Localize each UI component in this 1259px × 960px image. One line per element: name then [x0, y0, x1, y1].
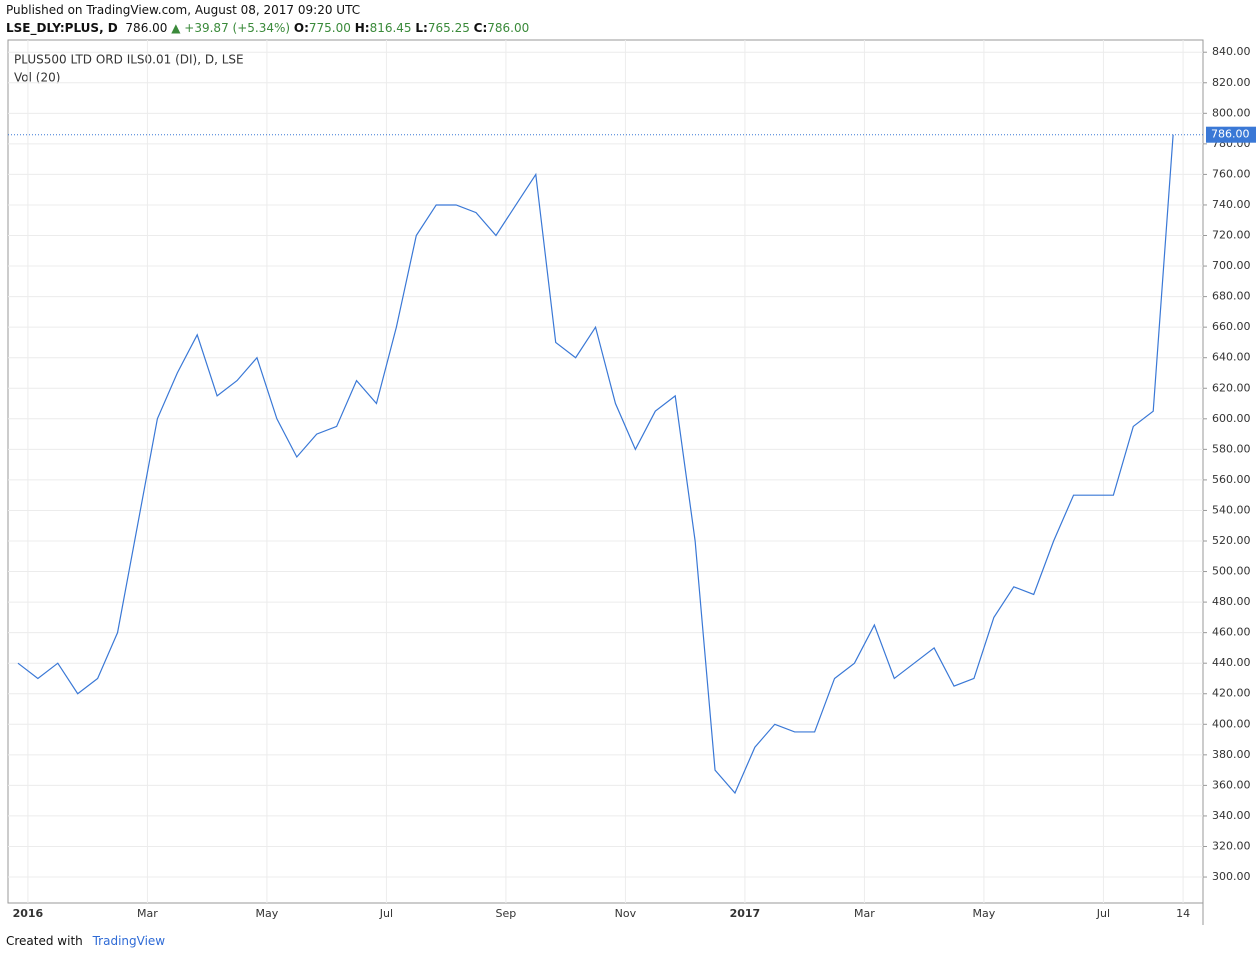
y-tick-label: 760.00	[1212, 167, 1251, 180]
y-tick-label: 800.00	[1212, 106, 1251, 119]
x-tick-label: 14	[1176, 907, 1190, 920]
x-tick-label: May	[973, 907, 996, 920]
y-tick-label: 500.00	[1212, 565, 1251, 578]
x-tick-label: Jul	[1096, 907, 1110, 920]
change: ▲ +39.87 (+5.34%)	[171, 21, 291, 35]
y-tick-label: 840.00	[1212, 45, 1251, 58]
y-tick-label: 360.00	[1212, 778, 1251, 791]
y-tick-label: 600.00	[1212, 412, 1251, 425]
y-tick-label: 560.00	[1212, 473, 1251, 486]
grid	[8, 40, 1203, 903]
y-tick-label: 680.00	[1212, 290, 1251, 303]
y-tick-label: 520.00	[1212, 534, 1251, 547]
h-label: H:	[354, 21, 370, 35]
x-tick-label: Nov	[615, 907, 637, 920]
price-line	[17, 134, 1174, 795]
y-tick-label: 740.00	[1212, 198, 1251, 211]
price: 786.00	[125, 21, 168, 35]
y-tick-label: 700.00	[1212, 259, 1251, 272]
y-tick-label: 540.00	[1212, 503, 1251, 516]
chart: PLUS500 LTD ORD ILS0.01 (DI), D, LSE Vol…	[7, 39, 1256, 925]
plot-frame	[7, 39, 1204, 904]
y-tick-label: 460.00	[1212, 626, 1251, 639]
y-tick-label: 620.00	[1212, 381, 1251, 394]
symbol: LSE_DLY:PLUS, D	[6, 21, 118, 35]
x-tick-label: 2016	[13, 907, 44, 920]
y-tick-label: 720.00	[1212, 229, 1251, 242]
last-price-label: 786.00	[1211, 128, 1250, 141]
o-label: O:	[293, 21, 309, 35]
x-tick-label: Jul	[379, 907, 393, 920]
c-label: C:	[473, 21, 488, 35]
x-tick-label: 2017	[730, 907, 761, 920]
published: Published on TradingView.com, August 08,…	[6, 3, 361, 17]
x-tick-label: Sep	[496, 907, 517, 920]
quote-line: LSE_DLY:PLUS, D 786.00 ▲ +39.87 (+5.34%)…	[6, 21, 529, 35]
footer: Created with TradingView	[6, 934, 165, 948]
legend-title: PLUS500 LTD ORD ILS0.01 (DI), D, LSE	[14, 53, 244, 67]
high: 816.45	[369, 21, 412, 35]
y-tick-label: 420.00	[1212, 687, 1251, 700]
y-tick-label: 440.00	[1212, 656, 1251, 669]
brand-link[interactable]: TradingView	[92, 934, 166, 948]
y-tick-label: 640.00	[1212, 351, 1251, 364]
y-tick-label: 320.00	[1212, 839, 1251, 852]
created-with: Created with	[6, 934, 83, 948]
last-price-box	[1206, 126, 1256, 143]
open: 775.00	[308, 21, 351, 35]
close: 786.00	[487, 21, 530, 35]
y-tick-label: 340.00	[1212, 809, 1251, 822]
y-tick-label: 580.00	[1212, 442, 1251, 455]
y-tick-label: 820.00	[1212, 76, 1251, 89]
x-tick-label: Mar	[137, 907, 158, 920]
low: 765.25	[427, 21, 470, 35]
y-tick-label: 480.00	[1212, 595, 1251, 608]
l-label: L:	[415, 21, 428, 35]
y-tick-label: 300.00	[1212, 870, 1251, 883]
y-tick-label: 380.00	[1212, 748, 1251, 761]
y-tick-label: 400.00	[1212, 717, 1251, 730]
x-tick-label: Mar	[854, 907, 875, 920]
x-tick-label: May	[256, 907, 279, 920]
legend-volume: Vol (20)	[14, 71, 60, 85]
y-tick-label: 660.00	[1212, 320, 1251, 333]
